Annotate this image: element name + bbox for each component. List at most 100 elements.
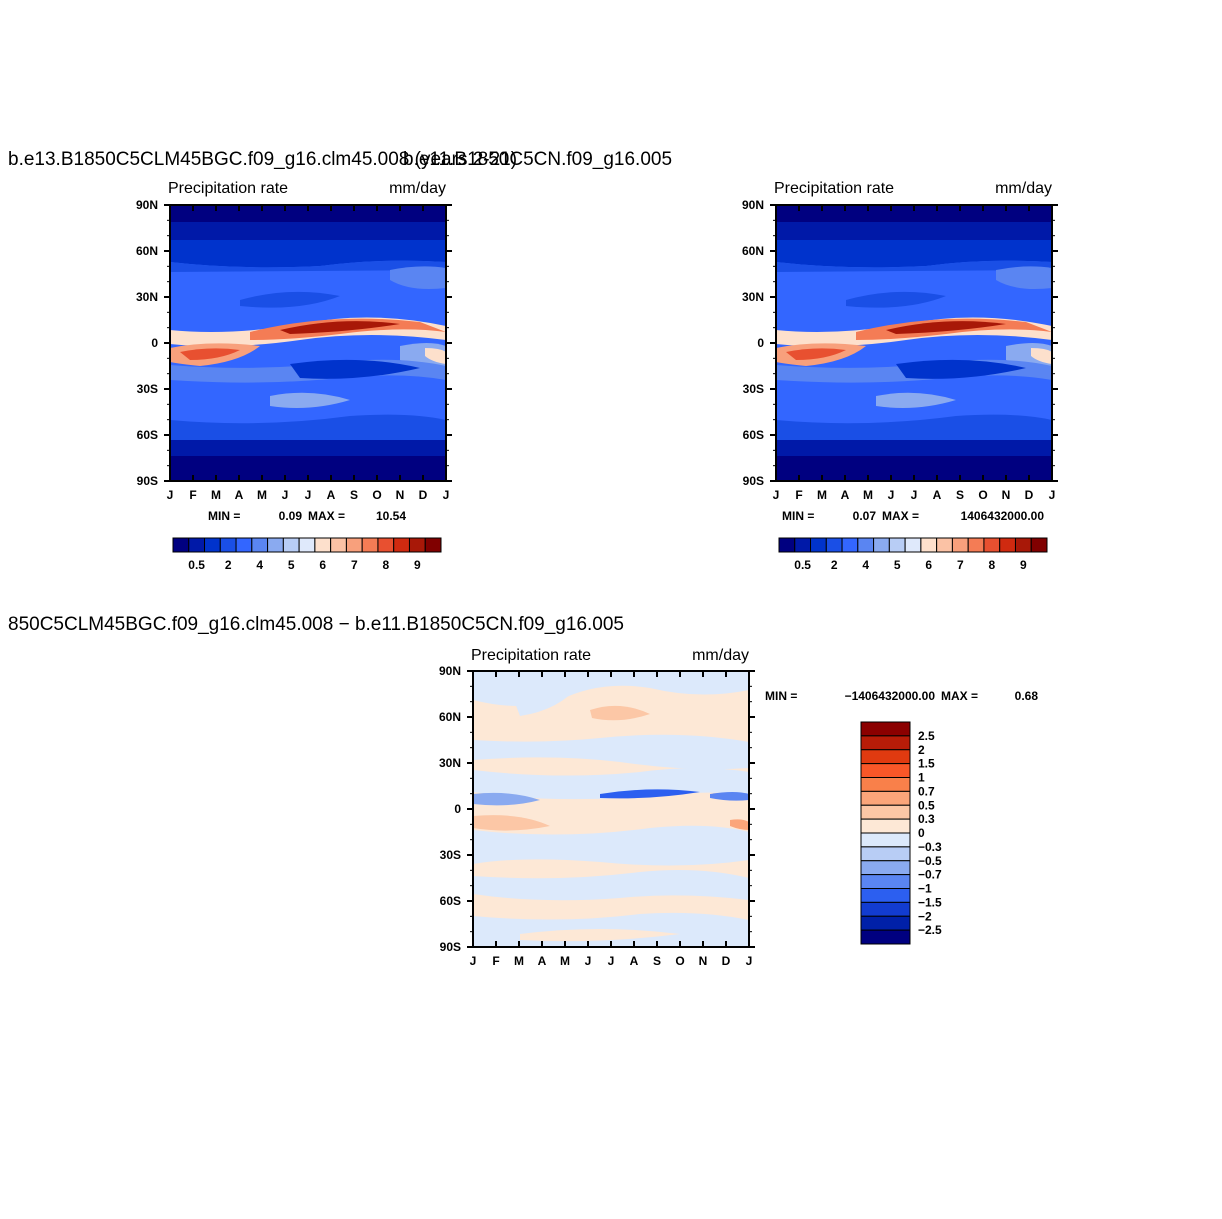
- panel-3-colorbar-box: [860, 929, 911, 945]
- panel-3-colorbar-box: [860, 860, 911, 876]
- panel-3-colorbar-box: [860, 790, 911, 806]
- panel-1-min-label: MIN =: [208, 509, 240, 523]
- panel-2-units: mm/day: [995, 180, 1052, 197]
- panel-3-x-tick-label: F: [492, 954, 499, 968]
- panel-2-min-label: MIN =: [782, 509, 814, 523]
- panel-3-colorbar-box: [860, 721, 911, 737]
- panel-2-y-tick-label: 30N: [742, 290, 764, 304]
- panel-1-colorbar-box: [330, 537, 347, 553]
- panel-3-colorbar-box: [860, 888, 911, 903]
- panel-2-y-tick-label: 60N: [742, 244, 764, 258]
- panel-3-colorbar-box: [860, 763, 911, 778]
- panel-2-y-tick-label: 90S: [743, 474, 764, 488]
- panel-1-colorbar-box: [267, 537, 284, 553]
- panel-3-y-tick-label: 60N: [439, 710, 461, 724]
- panel-1-y-tick-label: 60N: [136, 244, 158, 258]
- panel-3-colorbar-label: −0.3: [918, 840, 942, 854]
- panel-3-min-label: MIN =: [765, 689, 797, 703]
- panel-3-x-tick-label: S: [653, 954, 661, 968]
- panel-1-colorbar-label: 8: [382, 558, 389, 572]
- panel-2-x-tick-label: M: [817, 488, 827, 502]
- panel-2-colorbar: 0.5 2 4 5 6 7 8 9: [778, 537, 1048, 572]
- panel-1-colorbar-box: [188, 537, 206, 553]
- panel-3-colorbar-box: [860, 804, 911, 820]
- panel-2-colorbar-box: [841, 537, 859, 553]
- panel-1-colorbar-box: [282, 537, 300, 553]
- panel-3-colorbar-label: −1: [918, 882, 932, 896]
- panel-3-x-tick-label: J: [746, 954, 753, 968]
- panel-3-x-tick-label: A: [630, 954, 639, 968]
- panel-2-colorbar-box: [825, 537, 843, 553]
- panel-2-y-tick-label: 60S: [743, 428, 764, 442]
- panel-3-colorbar-label: −0.7: [918, 868, 942, 882]
- panel-3-colorbar-label: 2.5: [918, 729, 935, 743]
- panel-2-colorbar-box: [936, 537, 953, 553]
- panel-1-x-tick-label: J: [305, 488, 312, 502]
- panel-3-units: mm/day: [692, 647, 749, 664]
- panel-2-x-tick-label: O: [978, 488, 987, 502]
- panel-1-x-tick-label: D: [419, 488, 428, 502]
- panel-1-x-tick-label: O: [372, 488, 381, 502]
- panel-2: b.e11.B1850C5CN.f09_g16.005 Precipitatio…: [403, 149, 1058, 572]
- panel-1-y-tick-label: 90S: [137, 474, 158, 488]
- panel-3-max-label: MAX =: [941, 689, 978, 703]
- panel-2-y-tick-label: 90N: [742, 198, 764, 212]
- panel-2-colorbar-box: [888, 537, 906, 553]
- panel-1-x-tick-label: A: [235, 488, 244, 502]
- panel-2-colorbar-label: 2: [831, 558, 838, 572]
- panel-3-x-tick-label: J: [608, 954, 615, 968]
- panel-1-colorbar-box: [377, 537, 395, 553]
- panel-3-colorbar-label: 1: [918, 771, 925, 785]
- panel-2-max-value: 1406432000.00: [961, 509, 1045, 523]
- panel-2-colorbar-box: [810, 537, 827, 553]
- panel-3-colorbar-box: [860, 832, 911, 848]
- panel-1-colorbar-label: 5: [288, 558, 295, 572]
- panel-1-colorbar-box: [393, 537, 410, 553]
- panel-2-colorbar-label: 4: [862, 558, 869, 572]
- panel-1-x-tick-label: J: [282, 488, 289, 502]
- panel-2-colorbar-box: [1030, 537, 1048, 553]
- panel-2-colorbar-box: [794, 537, 812, 553]
- panel-3-colorbar-label: 0: [918, 826, 925, 840]
- panel-3-variable: Precipitation rate: [471, 647, 591, 664]
- panel-2-x-tick-label: J: [773, 488, 780, 502]
- panel-2-y-tick-label: 30S: [743, 382, 764, 396]
- panel-3-y-tick-label: 60S: [440, 894, 461, 908]
- panel-2-min-value: 0.07: [853, 509, 877, 523]
- panel-2-x-tick-label: J: [888, 488, 895, 502]
- panel-3-colorbar-label: 2: [918, 743, 925, 757]
- panel-1-units: mm/day: [389, 180, 446, 197]
- panel-1-field: [170, 205, 446, 481]
- panel-1-x-tick-label: J: [167, 488, 174, 502]
- panel-2-colorbar-box: [873, 537, 890, 553]
- panel-2-max-label: MAX =: [882, 509, 919, 523]
- panel-1-x-tick-label: N: [396, 488, 405, 502]
- panel-3-y-tick-label: 90S: [440, 940, 461, 954]
- panel-1-colorbar-box: [424, 537, 442, 553]
- panel-2-colorbar-box: [983, 537, 1001, 553]
- panel-1-colorbar-box: [235, 537, 253, 553]
- panel-1-max-value: 10.54: [376, 509, 406, 523]
- panel-3-colorbar-label: −1.5: [918, 895, 942, 909]
- panel-3-y-tick-label: 30S: [440, 848, 461, 862]
- panel-3-x-tick-label: A: [538, 954, 547, 968]
- panel-2-colorbar-box: [951, 537, 969, 553]
- panel-1-min-value: 0.09: [279, 509, 303, 523]
- panel-2-x-tick-label: S: [956, 488, 964, 502]
- panel-1-y-tick-label: 0: [151, 336, 158, 350]
- panel-2-variable: Precipitation rate: [774, 180, 894, 197]
- panel-1-y-tick-label: 30N: [136, 290, 158, 304]
- panel-3-colorbar-box: [860, 915, 911, 931]
- panel-2-colorbar-box: [967, 537, 985, 553]
- panel-2-x-tick-label: A: [841, 488, 850, 502]
- panel-3-field: [473, 671, 749, 947]
- panel-2-colorbar-box: [1014, 537, 1032, 553]
- panel-1-colorbar-box: [298, 537, 316, 553]
- panel-2-x-tick-label: M: [863, 488, 873, 502]
- panel-3-x-tick-label: M: [560, 954, 570, 968]
- panel-3-colorbar-box: [860, 818, 911, 834]
- panel-2-x-tick-label: D: [1025, 488, 1034, 502]
- panel-1-colorbar-box: [408, 537, 426, 553]
